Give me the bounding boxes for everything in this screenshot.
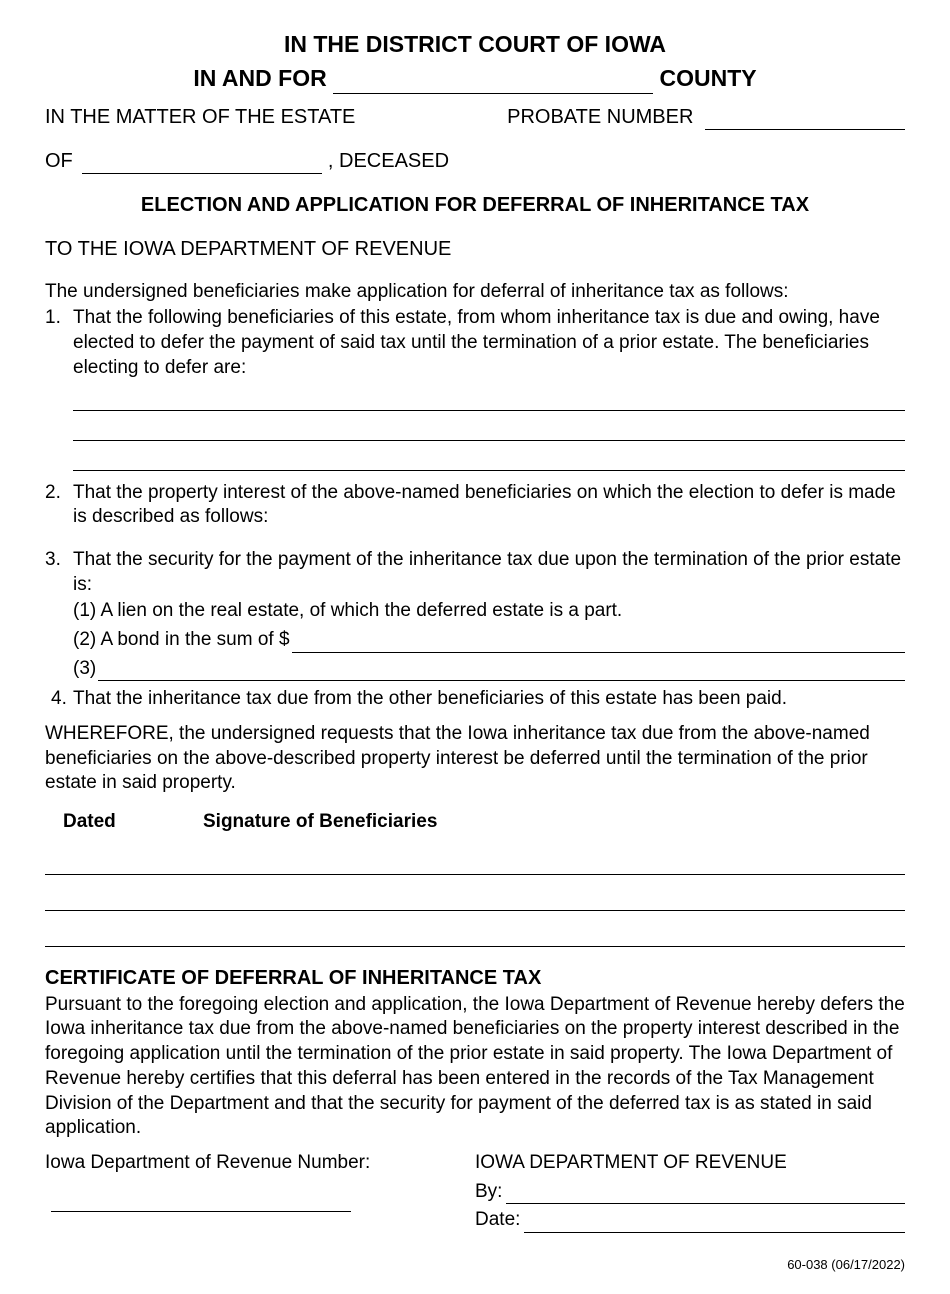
dept-name: IOWA DEPARTMENT OF REVENUE xyxy=(475,1151,905,1176)
by-label: By: xyxy=(475,1180,502,1205)
signature-line-2[interactable] xyxy=(45,881,905,911)
footer-row: Iowa Department of Revenue Number: IOWA … xyxy=(45,1151,905,1233)
dated-label: Dated xyxy=(63,810,203,835)
matter-label: IN THE MATTER OF THE ESTATE xyxy=(45,104,355,130)
certificate-title: CERTIFICATE OF DEFERRAL OF INHERITANCE T… xyxy=(45,965,905,991)
to-line: TO THE IOWA DEPARTMENT OF REVENUE xyxy=(45,236,905,262)
item-1-num: 1. xyxy=(45,306,73,380)
deceased-name-blank[interactable] xyxy=(82,173,322,174)
dept-number-label: Iowa Department of Revenue Number: xyxy=(45,1151,475,1176)
item-3-body: That the security for the payment of the… xyxy=(73,548,905,681)
item-2: 2. That the property interest of the abo… xyxy=(45,481,905,530)
of-row: OF , DECEASED xyxy=(45,148,905,174)
form-id: 60-038 (06/17/2022) xyxy=(45,1257,905,1274)
item-3-sub-1: (1) A lien on the real estate, of which … xyxy=(73,599,905,624)
item-2-body: That the property interest of the above-… xyxy=(73,481,905,530)
item-3-sub-3: (3) xyxy=(73,657,905,682)
matter-row: IN THE MATTER OF THE ESTATE PROBATE NUMB… xyxy=(45,104,905,130)
intro-text: The undersigned beneficiaries make appli… xyxy=(45,280,905,305)
county-blank[interactable] xyxy=(333,93,653,94)
probate-group: PROBATE NUMBER xyxy=(507,104,905,130)
beneficiary-line-3[interactable] xyxy=(73,447,905,471)
form-title: ELECTION AND APPLICATION FOR DEFERRAL OF… xyxy=(45,192,905,218)
deceased-label: , DECEASED xyxy=(328,150,449,172)
date-blank[interactable] xyxy=(524,1215,905,1233)
certificate-body: Pursuant to the foregoing election and a… xyxy=(45,993,905,1141)
signature-label: Signature of Beneficiaries xyxy=(203,810,437,835)
security-3-label: (3) xyxy=(73,657,96,682)
item-3-text: That the security for the payment of the… xyxy=(73,548,905,597)
signature-line-1[interactable] xyxy=(45,845,905,875)
date-row: Date: xyxy=(475,1208,905,1233)
county-label: COUNTY xyxy=(659,65,756,91)
item-1-lines xyxy=(73,387,905,471)
by-row: By: xyxy=(475,1180,905,1205)
probate-label: PROBATE NUMBER xyxy=(507,106,693,128)
dept-number-blank[interactable] xyxy=(51,1190,351,1212)
security-3-blank[interactable] xyxy=(98,663,905,681)
item-3-num: 3. xyxy=(45,548,73,681)
bond-label: (2) A bond in the sum of $ xyxy=(73,628,290,653)
county-header: IN AND FOR COUNTY xyxy=(45,64,905,94)
footer-right: IOWA DEPARTMENT OF REVENUE By: Date: xyxy=(475,1151,905,1233)
item-3: 3. That the security for the payment of … xyxy=(45,548,905,681)
wherefore-text: WHEREFORE, the undersigned requests that… xyxy=(45,722,905,796)
beneficiary-line-1[interactable] xyxy=(73,387,905,411)
court-header: IN THE DISTRICT COURT OF IOWA xyxy=(45,30,905,60)
item-4: 4. That the inheritance tax due from the… xyxy=(45,687,905,712)
item-3-sub-2: (2) A bond in the sum of $ xyxy=(73,628,905,653)
signature-header: Dated Signature of Beneficiaries xyxy=(45,810,905,835)
beneficiary-line-2[interactable] xyxy=(73,417,905,441)
probate-blank[interactable] xyxy=(705,129,905,130)
by-blank[interactable] xyxy=(506,1186,905,1204)
item-1: 1. That the following beneficiaries of t… xyxy=(45,306,905,380)
footer-left: Iowa Department of Revenue Number: xyxy=(45,1151,475,1233)
signature-line-3[interactable] xyxy=(45,917,905,947)
bond-amount-blank[interactable] xyxy=(292,635,905,653)
item-4-body: That the inheritance tax due from the ot… xyxy=(73,687,905,712)
item-1-body: That the following beneficiaries of this… xyxy=(73,306,905,380)
item-4-num: 4. xyxy=(45,687,73,712)
in-and-for-label: IN AND FOR xyxy=(193,65,326,91)
date-label: Date: xyxy=(475,1208,520,1233)
item-2-num: 2. xyxy=(45,481,73,530)
of-label: OF xyxy=(45,150,73,172)
